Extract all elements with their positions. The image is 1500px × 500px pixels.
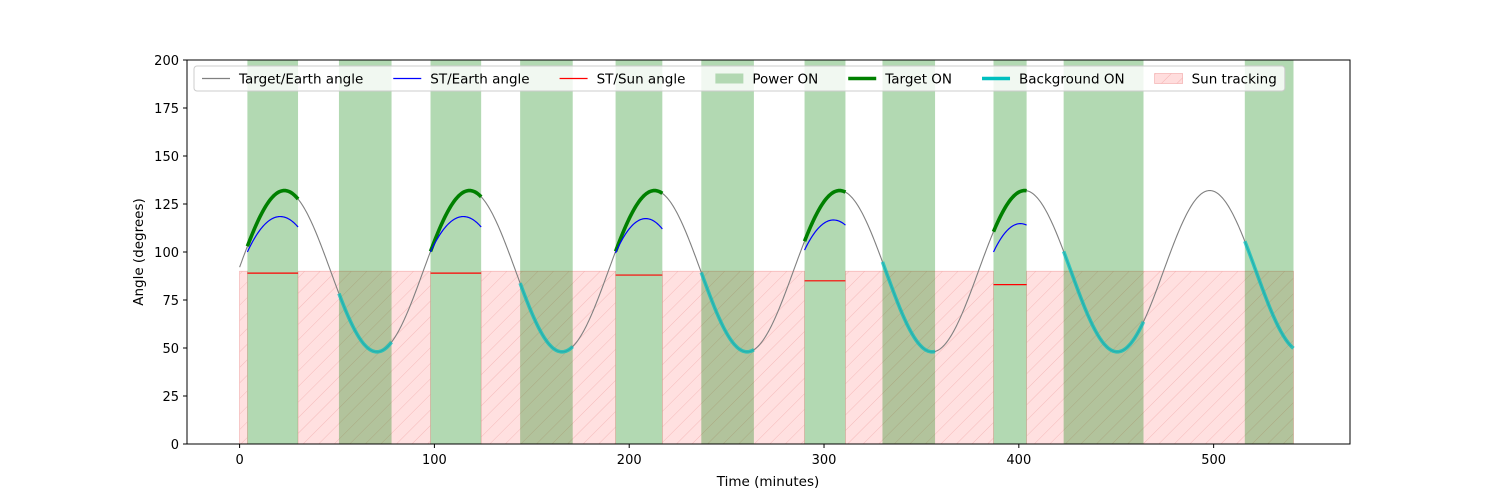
y-tick-label: 100 <box>154 246 179 261</box>
y-axis-label: Angle (degrees) <box>131 198 147 306</box>
y-tick-label: 175 <box>154 102 179 117</box>
target-on-segment <box>802 188 847 242</box>
target-on-segment <box>991 188 1027 233</box>
legend-handle-power-on <box>715 73 744 84</box>
target-on-segment <box>428 188 483 253</box>
background-on-segment <box>1243 240 1295 350</box>
power-on-band <box>1063 60 1144 444</box>
x-axis-label: Time (minutes) <box>716 474 820 490</box>
sun-tracking-region <box>480 270 616 444</box>
power-on-band <box>1244 60 1294 444</box>
y-tick-label: 75 <box>162 294 179 309</box>
x-tick-label: 400 <box>1006 453 1031 468</box>
power-on-band <box>993 60 1027 444</box>
legend-label-background-on: Background ON <box>1019 72 1125 88</box>
x-tick-label: 100 <box>422 453 447 468</box>
y-tick-label: 150 <box>154 150 179 165</box>
y-tick-label: 25 <box>162 390 179 405</box>
target-on-segment <box>245 188 300 247</box>
y-tick-label: 125 <box>154 198 179 213</box>
sun-tracking-region <box>239 270 248 444</box>
st-earth-segment <box>246 215 299 253</box>
legend-label-st-earth: ST/Earth angle <box>430 72 529 88</box>
power-on-band <box>520 60 573 444</box>
power-on-band <box>430 60 482 444</box>
power-on-band <box>804 60 846 444</box>
sun-tracking-region <box>297 270 431 444</box>
background-on-segment <box>518 282 574 354</box>
plot-area <box>239 60 1295 444</box>
sun-tracking-region <box>1026 270 1294 444</box>
st-earth-segment <box>804 219 846 251</box>
y-tick-label: 50 <box>162 342 179 357</box>
legend-handle-sun-tracking <box>1154 73 1183 84</box>
legend-label-target-on: Target ON <box>884 72 952 88</box>
legend-label-sun-tracking: Sun tracking <box>1192 72 1277 88</box>
sun-tracking-region <box>662 270 805 444</box>
power-on-band <box>338 60 392 444</box>
st-earth-segment <box>615 217 663 254</box>
x-tick-label: 0 <box>235 453 243 468</box>
y-axis: 0 25 50 75 100 125 150 175 200 <box>154 54 187 453</box>
x-tick-label: 500 <box>1201 453 1226 468</box>
x-tick-label: 300 <box>812 453 837 468</box>
y-tick-label: 0 <box>171 438 179 453</box>
background-on-segment <box>1061 250 1146 354</box>
target-on-segment <box>613 188 664 253</box>
power-on-band <box>882 60 936 444</box>
x-tick-label: 200 <box>617 453 642 468</box>
st-earth-segment <box>429 215 482 253</box>
st-earth-segment <box>992 222 1027 253</box>
legend-label-st-sun: ST/Sun angle <box>597 72 686 88</box>
power-on-band <box>615 60 663 444</box>
legend-label-target-earth: Target/Earth angle <box>238 72 363 88</box>
legend-label-power-on: Power ON <box>752 72 818 88</box>
sun-tracking-region <box>845 270 994 444</box>
y-tick-label: 200 <box>154 54 179 69</box>
background-on-segment <box>337 292 393 354</box>
power-on-band <box>247 60 299 444</box>
power-on-band <box>701 60 754 444</box>
background-on-segment <box>699 271 755 354</box>
background-on-segment <box>880 261 936 354</box>
x-axis: 0 100 200 300 400 500 <box>235 444 1226 468</box>
legend: Target/Earth angle ST/Earth angle ST/Sun a… <box>193 65 1286 92</box>
